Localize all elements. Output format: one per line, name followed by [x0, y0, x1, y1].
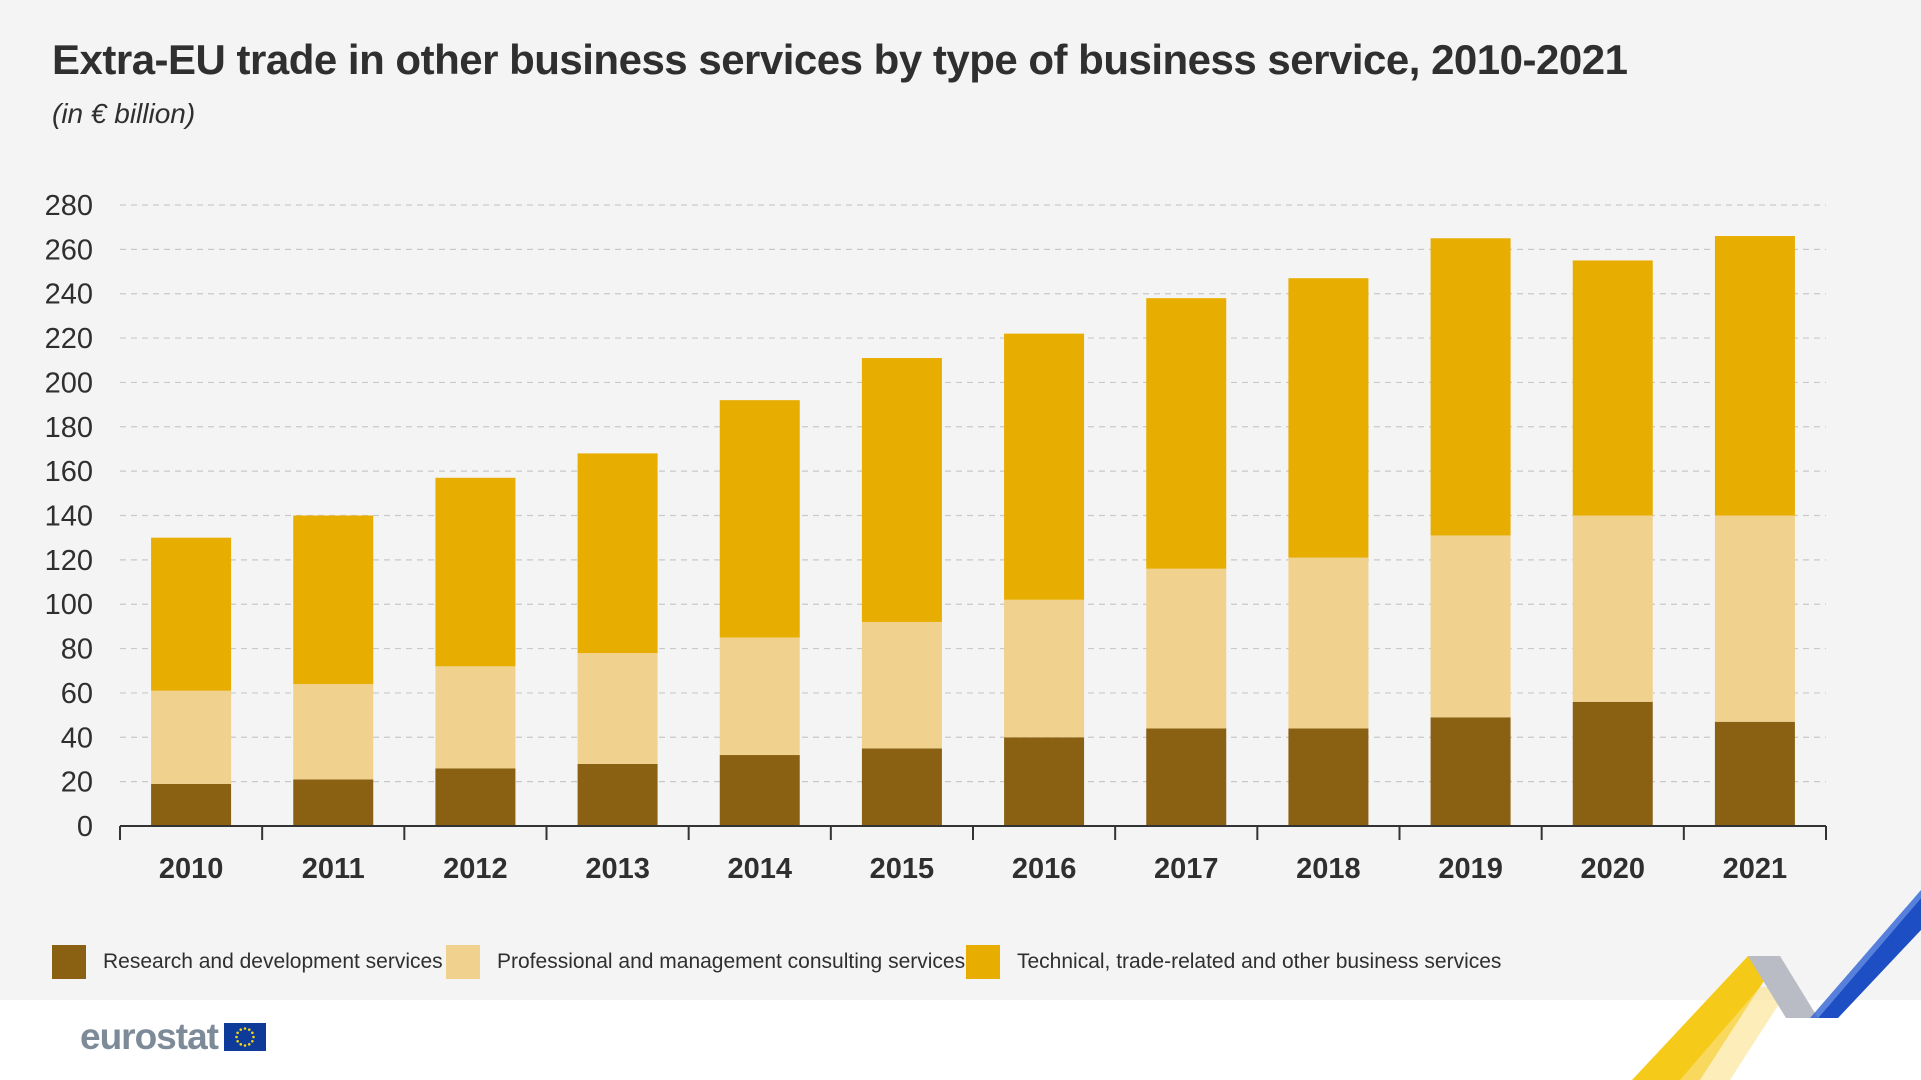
- bar-segment-2015-series-2: [861, 358, 942, 622]
- y-tick-label: 0: [77, 811, 93, 843]
- bar-segment-2012-series-0: [435, 768, 516, 826]
- axes: 0 20 40 60 80 100 120 140 160 180 200 220 240 260 280 2…: [45, 190, 1827, 885]
- gridlines: [120, 204, 1826, 783]
- bar-segment-2015-series-1: [861, 621, 942, 749]
- flag-star: [236, 1031, 239, 1035]
- eurostat-logo: eurostat: [80, 1016, 266, 1058]
- flag-star: [243, 1044, 247, 1047]
- bar-segment-2020-series-1: [1572, 515, 1653, 702]
- x-tick-label: 2013: [585, 853, 650, 885]
- legend-swatch-consulting: [446, 945, 480, 979]
- y-tick-label: 240: [45, 279, 93, 311]
- y-tick-label: 260: [45, 234, 93, 266]
- bar-segment-2014-series-1: [719, 637, 800, 756]
- chart-title: Extra-EU trade in other business service…: [52, 36, 1628, 83]
- stacked-bar-chart: 0 20 40 60 80 100 120 140 160 180 200 220 240 260 280 2…: [45, 190, 1827, 885]
- bar-segment-2011-series-2: [293, 515, 374, 685]
- y-tick-label: 80: [61, 634, 93, 666]
- legend-label-technical: Technical, trade-related and other busin…: [1017, 950, 1502, 973]
- legend-item-research: Research and development services: [52, 944, 443, 980]
- y-tick-label: 200: [45, 367, 93, 399]
- bar-segment-2018-series-2: [1288, 278, 1369, 558]
- bar-segment-2021-series-0: [1714, 721, 1795, 826]
- y-tick-label: 20: [61, 767, 93, 799]
- y-tick-label: 160: [45, 456, 93, 488]
- bar-segment-2016-series-0: [1004, 737, 1085, 826]
- flag-star: [252, 1035, 255, 1039]
- bar-segment-2012-series-2: [435, 477, 516, 667]
- flag-star: [239, 1043, 243, 1046]
- bar-segment-2017-series-1: [1146, 568, 1227, 729]
- bar-segment-2019-series-0: [1430, 717, 1511, 826]
- y-tick-label: 180: [45, 412, 93, 444]
- bar-segment-2010-series-1: [151, 690, 232, 784]
- bar-segment-2021-series-1: [1714, 515, 1795, 722]
- legend-swatch-research: [52, 945, 86, 979]
- x-tick-label: 2015: [870, 853, 935, 885]
- flag-star: [243, 1027, 247, 1030]
- y-tick-label: 100: [45, 589, 93, 621]
- y-tick-label: 140: [45, 501, 93, 533]
- bar-segment-2016-series-1: [1004, 599, 1085, 738]
- legend-label-research: Research and development services: [103, 950, 443, 973]
- y-tick-label: 60: [61, 678, 93, 710]
- y-tick-label: 220: [45, 323, 93, 355]
- eu-flag-icon: [223, 1023, 266, 1051]
- legend-label-consulting: Professional and management consulting s…: [497, 950, 966, 973]
- y-tick-label: 120: [45, 545, 93, 577]
- flag-star: [235, 1035, 238, 1039]
- chart-subtitle: (in € billion): [52, 98, 196, 129]
- x-tick-label: 2016: [1012, 853, 1077, 885]
- bar-segment-2016-series-2: [1004, 333, 1085, 600]
- bar-segment-2017-series-2: [1146, 298, 1227, 569]
- x-tick-label: 2018: [1296, 853, 1361, 885]
- bar-segment-2010-series-2: [151, 537, 232, 691]
- y-tick-label: 280: [45, 190, 93, 222]
- bar-segment-2011-series-0: [293, 779, 374, 826]
- bar-segment-2011-series-1: [293, 684, 374, 780]
- bar-segment-2020-series-2: [1572, 260, 1653, 516]
- logo-text: eurostat: [80, 1016, 219, 1057]
- x-tick-label: 2011: [302, 853, 365, 885]
- bar-segment-2013-series-2: [577, 453, 658, 654]
- y-tick-label: 40: [61, 722, 93, 754]
- bar-segment-2019-series-1: [1430, 535, 1511, 718]
- x-tick-label: 2021: [1723, 853, 1788, 885]
- flag-star: [251, 1039, 254, 1043]
- legend-item-technical: Technical, trade-related and other busin…: [966, 944, 1501, 980]
- legend-item-consulting: Professional and management consulting s…: [446, 944, 965, 980]
- bar-segment-2014-series-0: [719, 755, 800, 826]
- bar-segment-2013-series-1: [577, 653, 658, 764]
- flag-star: [236, 1039, 239, 1043]
- bar-segment-2019-series-2: [1430, 238, 1511, 536]
- bar-segment-2018-series-0: [1288, 728, 1369, 826]
- x-tick-label: 2019: [1438, 853, 1503, 885]
- x-tick-label: 2010: [159, 853, 224, 885]
- flag-star: [239, 1028, 243, 1031]
- bar-segment-2012-series-1: [435, 666, 516, 769]
- x-tick-label: 2014: [727, 853, 792, 885]
- bar-segment-2017-series-0: [1146, 728, 1227, 826]
- x-tick-label: 2020: [1580, 853, 1645, 885]
- bar-segment-2014-series-2: [719, 400, 800, 638]
- bar-segment-2010-series-0: [151, 783, 232, 826]
- bar-segment-2020-series-0: [1572, 701, 1653, 826]
- flag-star: [251, 1031, 254, 1035]
- bar-segment-2015-series-0: [861, 748, 942, 826]
- flag-star: [247, 1043, 251, 1046]
- x-tick-label: 2017: [1154, 853, 1219, 885]
- flag-star: [247, 1028, 251, 1031]
- legend-swatch-technical: [966, 945, 1000, 979]
- x-tick-label: 2012: [443, 853, 508, 885]
- bar-segment-2021-series-2: [1714, 236, 1795, 516]
- bars: [151, 236, 1795, 826]
- bar-segment-2018-series-1: [1288, 557, 1369, 729]
- bar-segment-2013-series-0: [577, 763, 658, 826]
